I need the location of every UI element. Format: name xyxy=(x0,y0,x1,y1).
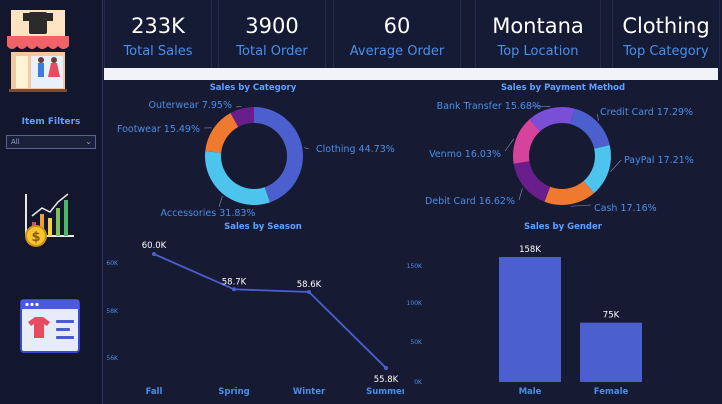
kpi-total-order: 3900 Total Order xyxy=(218,0,326,71)
gender-bar[interactable] xyxy=(580,322,642,382)
kpi-label: Average Order xyxy=(349,44,445,59)
season-series-line xyxy=(153,253,387,369)
gender-y-tick: 100K xyxy=(407,300,423,307)
season-data-label: 58.7K xyxy=(222,277,247,287)
payment-slice[interactable] xyxy=(513,161,551,202)
payment-slice[interactable] xyxy=(570,108,610,149)
season-y-tick: 58K xyxy=(106,308,119,315)
kpi-value: Clothing xyxy=(622,14,710,38)
kpi-label: Top Location xyxy=(497,44,579,59)
payment-label: Cash 17.16% xyxy=(594,203,657,214)
category-slice[interactable] xyxy=(205,112,239,153)
svg-text:$: $ xyxy=(31,230,40,245)
clothing-store-icon xyxy=(7,10,69,92)
gender-data-label: 75K xyxy=(603,311,620,321)
season-point[interactable] xyxy=(307,290,311,294)
payment-leader-line xyxy=(570,204,592,207)
sidebar: Item Filters All ⌄ $ xyxy=(0,0,103,404)
gender-y-tick: 0K xyxy=(414,379,423,386)
season-x-label: Winter xyxy=(293,387,326,397)
season-x-label: Summer xyxy=(366,387,404,397)
payment-label: Venmo 16.03% xyxy=(429,149,501,160)
item-filter-dropdown[interactable]: All ⌄ xyxy=(6,135,96,149)
season-line-chart: 60K 58K 56K 60.0K 58.7K 58.6K 55.8K Fall Spring W… xyxy=(106,241,404,397)
kpi-value: 233K xyxy=(131,14,185,38)
kpi-value: 3900 xyxy=(245,14,299,38)
header-divider-bar xyxy=(104,68,718,80)
category-donut-chart: Clothing 44.73% Accessories 31.83% Footwea… xyxy=(117,100,395,219)
season-data-label: 55.8K xyxy=(374,375,399,385)
payment-slice[interactable] xyxy=(583,145,611,194)
gender-y-tick: 50K xyxy=(410,339,423,346)
payment-leader-line xyxy=(518,188,523,201)
payment-chart-title: Sales by Payment Method xyxy=(500,83,626,93)
gender-y-tick: 150K xyxy=(407,263,423,270)
season-y-tick: 60K xyxy=(106,260,119,267)
category-label: Footwear 15.49% xyxy=(117,124,200,135)
item-filters-title: Item Filters xyxy=(21,117,81,127)
season-point[interactable] xyxy=(232,287,236,292)
category-slice[interactable] xyxy=(205,151,270,205)
payment-label: Bank Transfer 15.68% xyxy=(437,101,541,112)
kpi-label: Top Category xyxy=(623,44,709,59)
payment-label: Debit Card 16.62% xyxy=(425,196,515,207)
season-x-label: Fall xyxy=(146,387,163,397)
kpi-label: Total Sales xyxy=(123,44,193,59)
payment-leader-line xyxy=(596,113,600,121)
payment-leader-line xyxy=(610,159,622,173)
payment-slice[interactable] xyxy=(513,119,541,164)
season-y-tick: 56K xyxy=(106,355,119,362)
kpi-total-sales: 233K Total Sales xyxy=(104,0,212,71)
season-x-label: Spring xyxy=(218,387,249,397)
category-leader-line xyxy=(304,147,310,150)
product-page-icon xyxy=(20,299,80,353)
payment-slice[interactable] xyxy=(529,107,575,132)
kpi-average-order: 60 Average Order xyxy=(333,0,461,71)
payment-donut-chart: Credit Card 17.29% PayPal 17.21% Cash 17.1… xyxy=(425,101,694,214)
kpi-label: Total Order xyxy=(236,44,308,59)
kpi-top-category: Clothing Top Category xyxy=(612,0,720,71)
category-slice[interactable] xyxy=(230,107,254,128)
category-chart-title: Sales by Category xyxy=(209,83,297,93)
kpi-value: 60 xyxy=(383,14,411,38)
season-point[interactable] xyxy=(152,252,156,256)
kpi-top-location: Montana Top Location xyxy=(475,0,601,71)
category-leader-line xyxy=(218,195,223,208)
item-filter-value: All xyxy=(11,138,20,146)
season-data-label: 60.0K xyxy=(142,241,167,251)
season-data-label: 58.6K xyxy=(297,280,322,290)
category-label: Accessories 31.83% xyxy=(161,208,256,219)
payment-leader-line xyxy=(504,138,515,152)
gender-x-label: Female xyxy=(594,387,629,397)
category-slice[interactable] xyxy=(254,107,303,203)
gender-chart-title: Sales by Gender xyxy=(524,222,602,232)
payment-label: PayPal 17.21% xyxy=(624,155,694,166)
chevron-down-icon: ⌄ xyxy=(85,137,92,146)
payment-slice[interactable] xyxy=(544,180,595,205)
sales-growth-icon: $ xyxy=(25,193,74,247)
gender-data-label: 158K xyxy=(519,245,541,255)
gender-bar-chart: 150K 100K 50K 0K 158K Male 75K Female xyxy=(407,245,642,397)
season-chart-title: Sales by Season xyxy=(224,222,302,232)
kpi-value: Montana xyxy=(492,14,584,38)
category-label: Outerwear 7.95% xyxy=(148,100,232,111)
gender-x-label: Male xyxy=(519,387,542,397)
category-label: Clothing 44.73% xyxy=(316,144,395,155)
payment-label: Credit Card 17.29% xyxy=(600,107,693,118)
gender-bar[interactable] xyxy=(499,257,561,382)
season-point[interactable] xyxy=(384,366,388,370)
